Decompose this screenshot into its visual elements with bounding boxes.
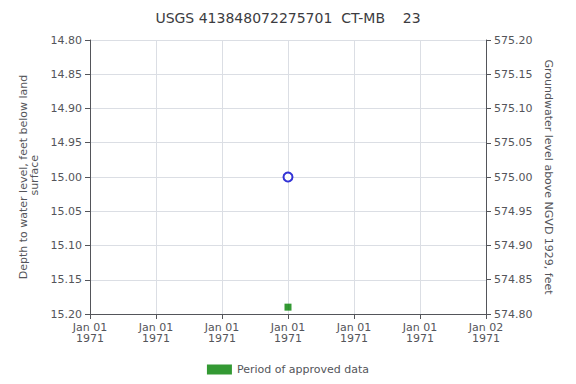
svg-text:15.05: 15.05 — [51, 205, 83, 218]
svg-text:Jan 02: Jan 02 — [468, 321, 504, 334]
svg-text:1971: 1971 — [274, 332, 302, 345]
svg-text:Jan 01: Jan 01 — [336, 321, 372, 334]
svg-text:14.80: 14.80 — [51, 34, 83, 47]
svg-text:574.95: 574.95 — [494, 205, 533, 218]
svg-text:1971: 1971 — [406, 332, 434, 345]
svg-text:14.85: 14.85 — [51, 68, 83, 81]
svg-text:USGS 413848072275701 CT-MB: USGS 413848072275701 CT-MB 23 — [155, 10, 420, 26]
svg-text:575.10: 575.10 — [494, 102, 533, 115]
svg-text:Depth to water level, feet bel: Depth to water level, feet below land — [16, 74, 30, 280]
svg-text:1971: 1971 — [340, 332, 368, 345]
svg-text:575.05: 575.05 — [494, 136, 533, 149]
svg-text:574.85: 574.85 — [494, 273, 533, 286]
svg-text:Jan 01: Jan 01 — [72, 321, 108, 334]
svg-text:574.80: 574.80 — [494, 308, 533, 321]
svg-text:15.00: 15.00 — [51, 171, 83, 184]
svg-text:Jan 01: Jan 01 — [270, 321, 306, 334]
svg-text:Jan 01: Jan 01 — [204, 321, 240, 334]
svg-text:15.10: 15.10 — [51, 239, 83, 252]
svg-text:14.95: 14.95 — [51, 136, 83, 149]
svg-text:surface: surface — [28, 155, 41, 199]
svg-text:Jan 01: Jan 01 — [402, 321, 438, 334]
svg-text:15.15: 15.15 — [51, 273, 83, 286]
svg-text:Jan 01: Jan 01 — [138, 321, 174, 334]
svg-text:15.20: 15.20 — [51, 308, 83, 321]
svg-text:1971: 1971 — [76, 332, 104, 345]
svg-text:Period of approved data: Period of approved data — [237, 363, 369, 376]
svg-text:575.20: 575.20 — [494, 34, 533, 47]
svg-text:574.90: 574.90 — [494, 239, 533, 252]
svg-text:1971: 1971 — [472, 332, 500, 345]
svg-text:1971: 1971 — [142, 332, 170, 345]
svg-text:575.15: 575.15 — [494, 68, 533, 81]
svg-text:Groundwater level above NGVD 1: Groundwater level above NGVD 1929, feet — [542, 59, 555, 295]
svg-text:1971: 1971 — [208, 332, 236, 345]
svg-text:14.90: 14.90 — [51, 102, 83, 115]
svg-text:575.00: 575.00 — [494, 171, 533, 184]
